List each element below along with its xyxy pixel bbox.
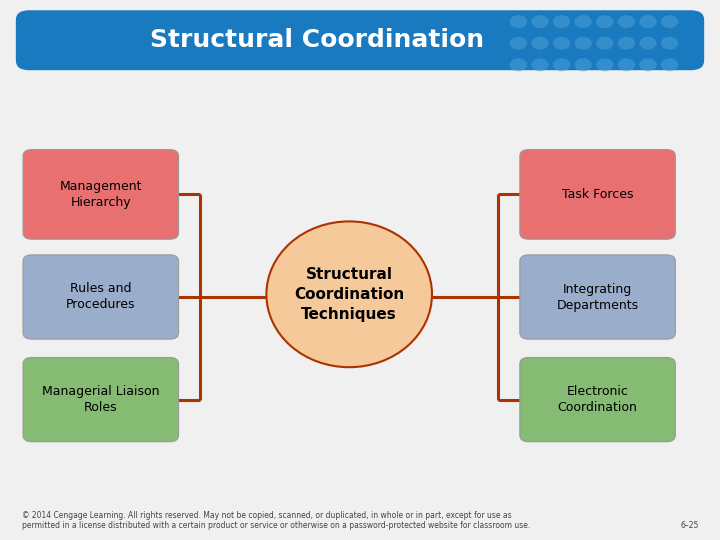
Circle shape xyxy=(553,58,570,71)
Text: Structural
Coordination
Techniques: Structural Coordination Techniques xyxy=(294,267,405,322)
FancyBboxPatch shape xyxy=(520,357,675,442)
Text: Structural Coordination: Structural Coordination xyxy=(150,28,484,52)
Circle shape xyxy=(553,15,570,28)
FancyBboxPatch shape xyxy=(23,150,179,239)
Circle shape xyxy=(531,15,549,28)
Circle shape xyxy=(596,15,613,28)
FancyBboxPatch shape xyxy=(23,255,179,339)
Circle shape xyxy=(639,58,657,71)
Text: Electronic
Coordination: Electronic Coordination xyxy=(558,385,637,414)
Circle shape xyxy=(618,37,635,50)
Text: Integrating
Departments: Integrating Departments xyxy=(557,282,639,312)
Circle shape xyxy=(618,15,635,28)
Circle shape xyxy=(531,37,549,50)
Circle shape xyxy=(553,37,570,50)
Text: Managerial Liaison
Roles: Managerial Liaison Roles xyxy=(42,385,160,414)
Text: © 2014 Cengage Learning. All rights reserved. May not be copied, scanned, or dup: © 2014 Cengage Learning. All rights rese… xyxy=(22,511,530,530)
Text: Task Forces: Task Forces xyxy=(562,188,634,201)
Circle shape xyxy=(639,15,657,28)
FancyBboxPatch shape xyxy=(520,255,675,339)
Circle shape xyxy=(531,58,549,71)
Circle shape xyxy=(510,58,527,71)
FancyBboxPatch shape xyxy=(520,150,675,239)
Circle shape xyxy=(639,37,657,50)
Circle shape xyxy=(661,58,678,71)
Ellipse shape xyxy=(266,221,432,367)
Circle shape xyxy=(575,58,592,71)
Text: Rules and
Procedures: Rules and Procedures xyxy=(66,282,135,312)
Text: Management
Hierarchy: Management Hierarchy xyxy=(60,180,142,209)
Circle shape xyxy=(661,15,678,28)
Circle shape xyxy=(510,37,527,50)
Circle shape xyxy=(618,58,635,71)
FancyBboxPatch shape xyxy=(23,357,179,442)
Text: 6–25: 6–25 xyxy=(680,521,698,530)
Circle shape xyxy=(661,37,678,50)
Circle shape xyxy=(575,15,592,28)
Circle shape xyxy=(510,15,527,28)
Circle shape xyxy=(596,37,613,50)
Circle shape xyxy=(575,37,592,50)
Circle shape xyxy=(596,58,613,71)
FancyBboxPatch shape xyxy=(16,10,704,70)
